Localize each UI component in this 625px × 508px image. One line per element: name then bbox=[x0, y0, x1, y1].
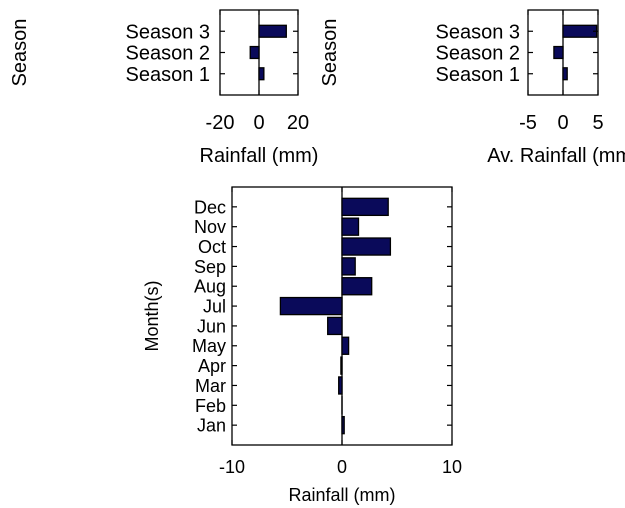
bar bbox=[341, 257, 356, 276]
x-tick-label: 20 bbox=[287, 112, 309, 134]
bar bbox=[341, 197, 389, 217]
category-label: May bbox=[192, 336, 226, 356]
bar bbox=[341, 277, 373, 296]
x-axis-label: Rainfall (mm) bbox=[200, 145, 319, 167]
category-label: Aug bbox=[194, 277, 226, 297]
category-label: Jun bbox=[197, 316, 226, 336]
bar bbox=[341, 415, 345, 435]
bar bbox=[341, 237, 392, 256]
chart-panel-3: -10 0 10 JanFebMarAprMayJunJulAugSepOctNovD… bbox=[142, 186, 462, 505]
x-tick-label: 5 bbox=[592, 112, 603, 134]
bar bbox=[327, 316, 343, 336]
x-tick-label: -10 bbox=[219, 457, 245, 477]
bar bbox=[553, 45, 564, 60]
x-tick-label: 0 bbox=[253, 112, 264, 134]
bar bbox=[341, 217, 360, 236]
category-label: Sep bbox=[194, 257, 226, 277]
category-label: Season 1 bbox=[125, 64, 210, 86]
x-tick-label: 0 bbox=[557, 112, 568, 134]
category-label: Season 2 bbox=[435, 43, 520, 65]
y-axis-label: Month(s) bbox=[142, 280, 162, 351]
bar bbox=[562, 67, 568, 81]
category-label: Apr bbox=[198, 356, 226, 376]
x-tick-label: 0 bbox=[337, 457, 347, 477]
bar bbox=[562, 24, 598, 38]
bar bbox=[341, 336, 350, 355]
bar bbox=[338, 376, 343, 395]
category-label: Season 3 bbox=[435, 21, 520, 43]
category-label: Mar bbox=[195, 376, 226, 396]
bar bbox=[258, 24, 287, 38]
category-label: Jul bbox=[203, 297, 226, 317]
category-label: Season 3 bbox=[125, 21, 210, 43]
x-tick-label: 10 bbox=[442, 457, 462, 477]
category-label: Season 1 bbox=[435, 64, 520, 86]
bar bbox=[340, 356, 343, 375]
category-label: Dec bbox=[194, 197, 226, 217]
category-label: Nov bbox=[194, 217, 226, 237]
x-axis-label: Av. Rainfall (mm) bbox=[487, 145, 625, 167]
category-label: Oct bbox=[198, 237, 226, 257]
x-tick-label: -5 bbox=[519, 112, 537, 134]
x-tick-label: -20 bbox=[206, 112, 235, 134]
category-label: Feb bbox=[195, 396, 226, 416]
category-label: Jan bbox=[197, 416, 226, 436]
y-axis-label: Season bbox=[319, 19, 341, 87]
y-axis-label: Season bbox=[9, 19, 31, 87]
bar bbox=[258, 67, 265, 81]
bar bbox=[279, 296, 343, 316]
category-label: Season 2 bbox=[125, 43, 210, 65]
x-axis-label: Rainfall (mm) bbox=[288, 485, 395, 505]
bar bbox=[249, 45, 260, 60]
